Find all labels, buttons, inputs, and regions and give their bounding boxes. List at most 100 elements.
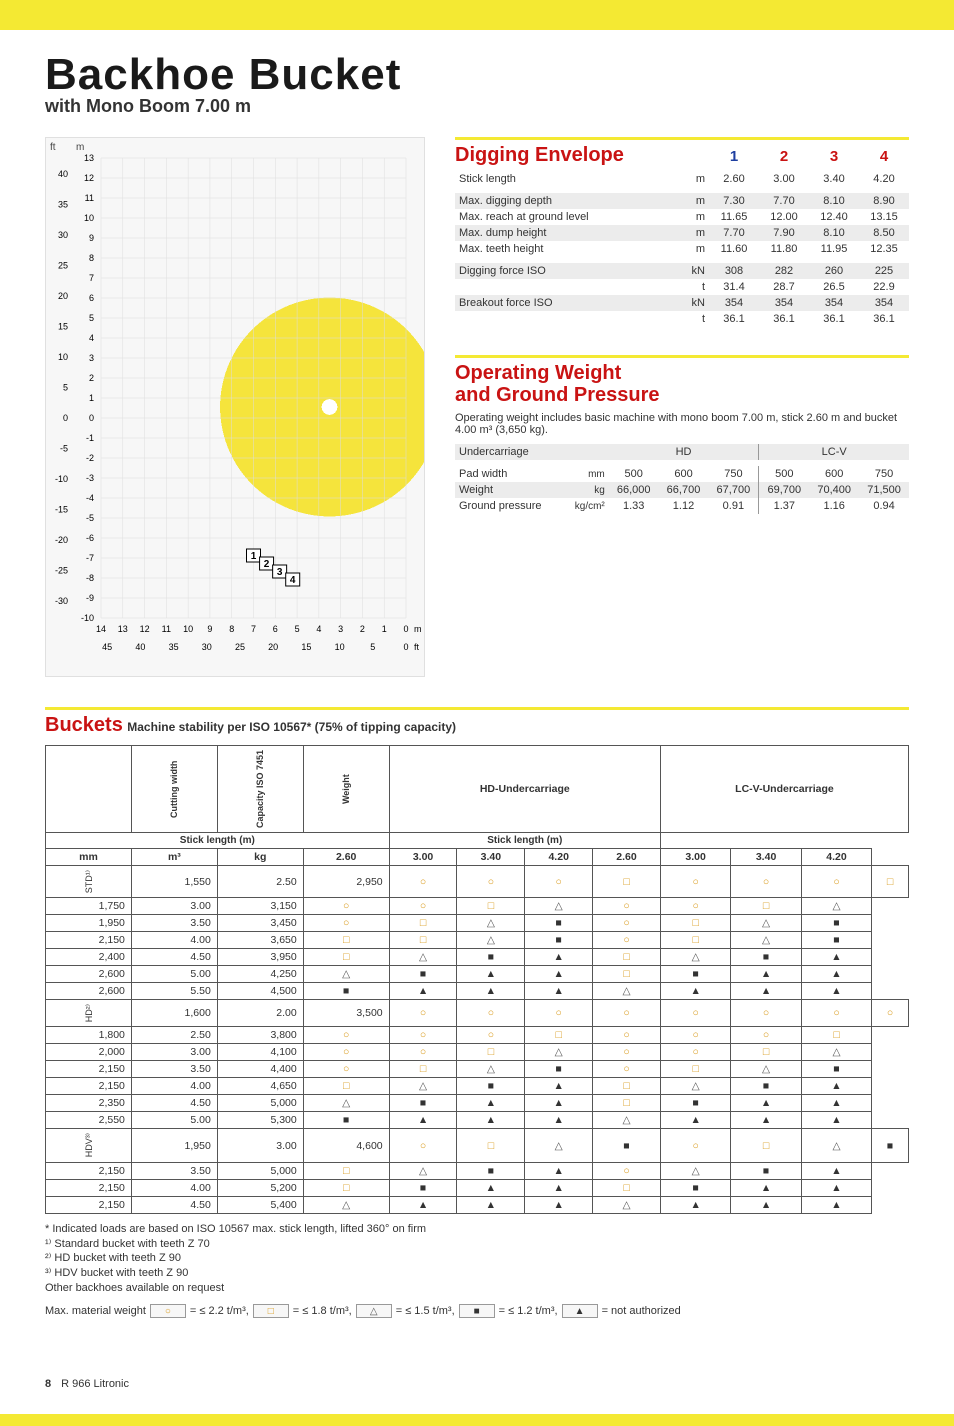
svg-text:2: 2 [264,559,270,570]
svg-text:-7: -7 [86,553,94,563]
svg-text:7: 7 [89,273,94,283]
svg-text:30: 30 [58,230,68,240]
table-row: 2,1504.505,400△▲▲▲△▲▲▲ [46,1196,909,1213]
table-row: 2,3504.505,000△■▲▲□■▲▲ [46,1095,909,1112]
buckets-legend: Max. material weight ○ = ≤ 2.2 t/m³, □ =… [45,1304,909,1318]
svg-text:-5: -5 [60,443,68,453]
svg-text:-25: -25 [55,565,68,575]
svg-text:13: 13 [118,624,128,634]
operating-weight-desc: Operating weight includes basic machine … [455,412,909,436]
svg-text:5: 5 [63,383,68,393]
table-row: 2,1504.004,650□△■▲□△■▲ [46,1078,909,1095]
svg-text:m: m [414,624,422,634]
table-row: HDV³⁾1,9503.004,600○□△■○□△■ [46,1129,909,1162]
table-row: 1,7503.003,150○○□△○○□△ [46,898,909,915]
table-row: 2,4004.503,950□△■▲□△■▲ [46,949,909,966]
svg-text:-20: -20 [55,535,68,545]
table-row: 1,9503.503,450○□△■○□△■ [46,915,909,932]
svg-text:12: 12 [140,624,150,634]
svg-text:13: 13 [84,153,94,163]
svg-text:-30: -30 [55,596,68,606]
undercarriage-table: Undercarriage HD LC-VPad widthmm50060075… [455,444,909,514]
svg-text:6: 6 [89,293,94,303]
svg-text:-4: -4 [86,493,94,503]
svg-text:-15: -15 [55,504,68,514]
svg-text:5: 5 [89,313,94,323]
svg-text:-2: -2 [86,453,94,463]
svg-text:-10: -10 [81,613,94,623]
svg-text:0: 0 [63,413,68,423]
table-row: 2,1503.504,400○□△■○□△■ [46,1061,909,1078]
buckets-header: Buckets Machine stability per ISO 10567*… [45,707,909,737]
svg-text:-3: -3 [86,473,94,483]
svg-text:0: 0 [89,413,94,423]
svg-text:3: 3 [277,567,283,578]
svg-text:1: 1 [89,393,94,403]
svg-text:3: 3 [89,353,94,363]
page-title: Backhoe Bucket [0,50,954,100]
table-row: 2,0003.004,100○○□△○○□△ [46,1044,909,1061]
table-row: 1,8002.503,800○○○□○○○□ [46,1027,909,1044]
svg-text:1: 1 [251,551,257,562]
svg-text:2: 2 [360,624,365,634]
table-row: 2,5505.005,300■▲▲▲△▲▲▲ [46,1112,909,1129]
svg-text:45: 45 [102,642,112,652]
svg-text:-10: -10 [55,474,68,484]
page-subtitle: with Mono Boom 7.00 m [0,96,954,117]
svg-text:40: 40 [58,169,68,179]
svg-text:40: 40 [135,642,145,652]
svg-text:-8: -8 [86,573,94,583]
svg-text:-6: -6 [86,533,94,543]
svg-text:1: 1 [382,624,387,634]
svg-text:9: 9 [207,624,212,634]
svg-text:20: 20 [268,642,278,652]
digging-envelope-chart: ft m 131211109876543210-1-2-3-4-5-6-7-8-… [45,137,425,677]
svg-text:4: 4 [316,624,321,634]
svg-text:15: 15 [58,322,68,332]
svg-text:6: 6 [273,624,278,634]
table-row: 2,6005.504,500■▲▲▲△▲▲▲ [46,983,909,1000]
svg-text:0: 0 [403,642,408,652]
svg-text:ft: ft [414,642,420,652]
svg-text:35: 35 [169,642,179,652]
svg-text:35: 35 [58,200,68,210]
svg-text:-5: -5 [86,513,94,523]
svg-text:10: 10 [58,352,68,362]
svg-text:30: 30 [202,642,212,652]
operating-weight-header: Operating Weight and Ground Pressure [455,355,909,406]
svg-text:15: 15 [301,642,311,652]
svg-text:25: 25 [58,261,68,271]
digging-envelope-table: Stick lengthm2.603.003.404.20Max. diggin… [455,171,909,327]
table-row: 2,1504.005,200□■▲▲□■▲▲ [46,1179,909,1196]
digging-envelope-header: Digging Envelope 1234 [455,137,909,167]
table-row: 2,1503.505,000□△■▲○△■▲ [46,1162,909,1179]
svg-text:9: 9 [89,233,94,243]
table-row: HD²⁾1,6002.003,500○○○○○○○○ [46,1000,909,1027]
svg-text:8: 8 [229,624,234,634]
svg-text:-9: -9 [86,593,94,603]
svg-text:10: 10 [183,624,193,634]
buckets-table: Cutting width Capacity ISO 7451 Weight H… [45,745,909,1214]
svg-text:14: 14 [96,624,106,634]
page-footer: 8 R 966 Litronic [0,1378,954,1410]
buckets-footnotes: * Indicated loads are based on ISO 10567… [45,1222,909,1296]
svg-text:12: 12 [84,173,94,183]
table-row: 2,6005.004,250△■▲▲□■▲▲ [46,966,909,983]
svg-text:8: 8 [89,253,94,263]
svg-text:-1: -1 [86,433,94,443]
svg-text:0: 0 [403,624,408,634]
svg-text:2: 2 [89,373,94,383]
table-row: 2,1504.003,650□□△■○□△■ [46,932,909,949]
svg-text:3: 3 [338,624,343,634]
svg-text:5: 5 [370,642,375,652]
svg-text:4: 4 [290,575,296,586]
svg-text:4: 4 [89,333,94,343]
svg-text:10: 10 [84,213,94,223]
svg-text:20: 20 [58,291,68,301]
svg-text:11: 11 [85,193,94,203]
table-row: STD¹⁾1,5502.502,950○○○□○○○□ [46,866,909,898]
svg-text:7: 7 [251,624,256,634]
svg-text:25: 25 [235,642,245,652]
svg-text:5: 5 [295,624,300,634]
svg-text:10: 10 [335,642,345,652]
